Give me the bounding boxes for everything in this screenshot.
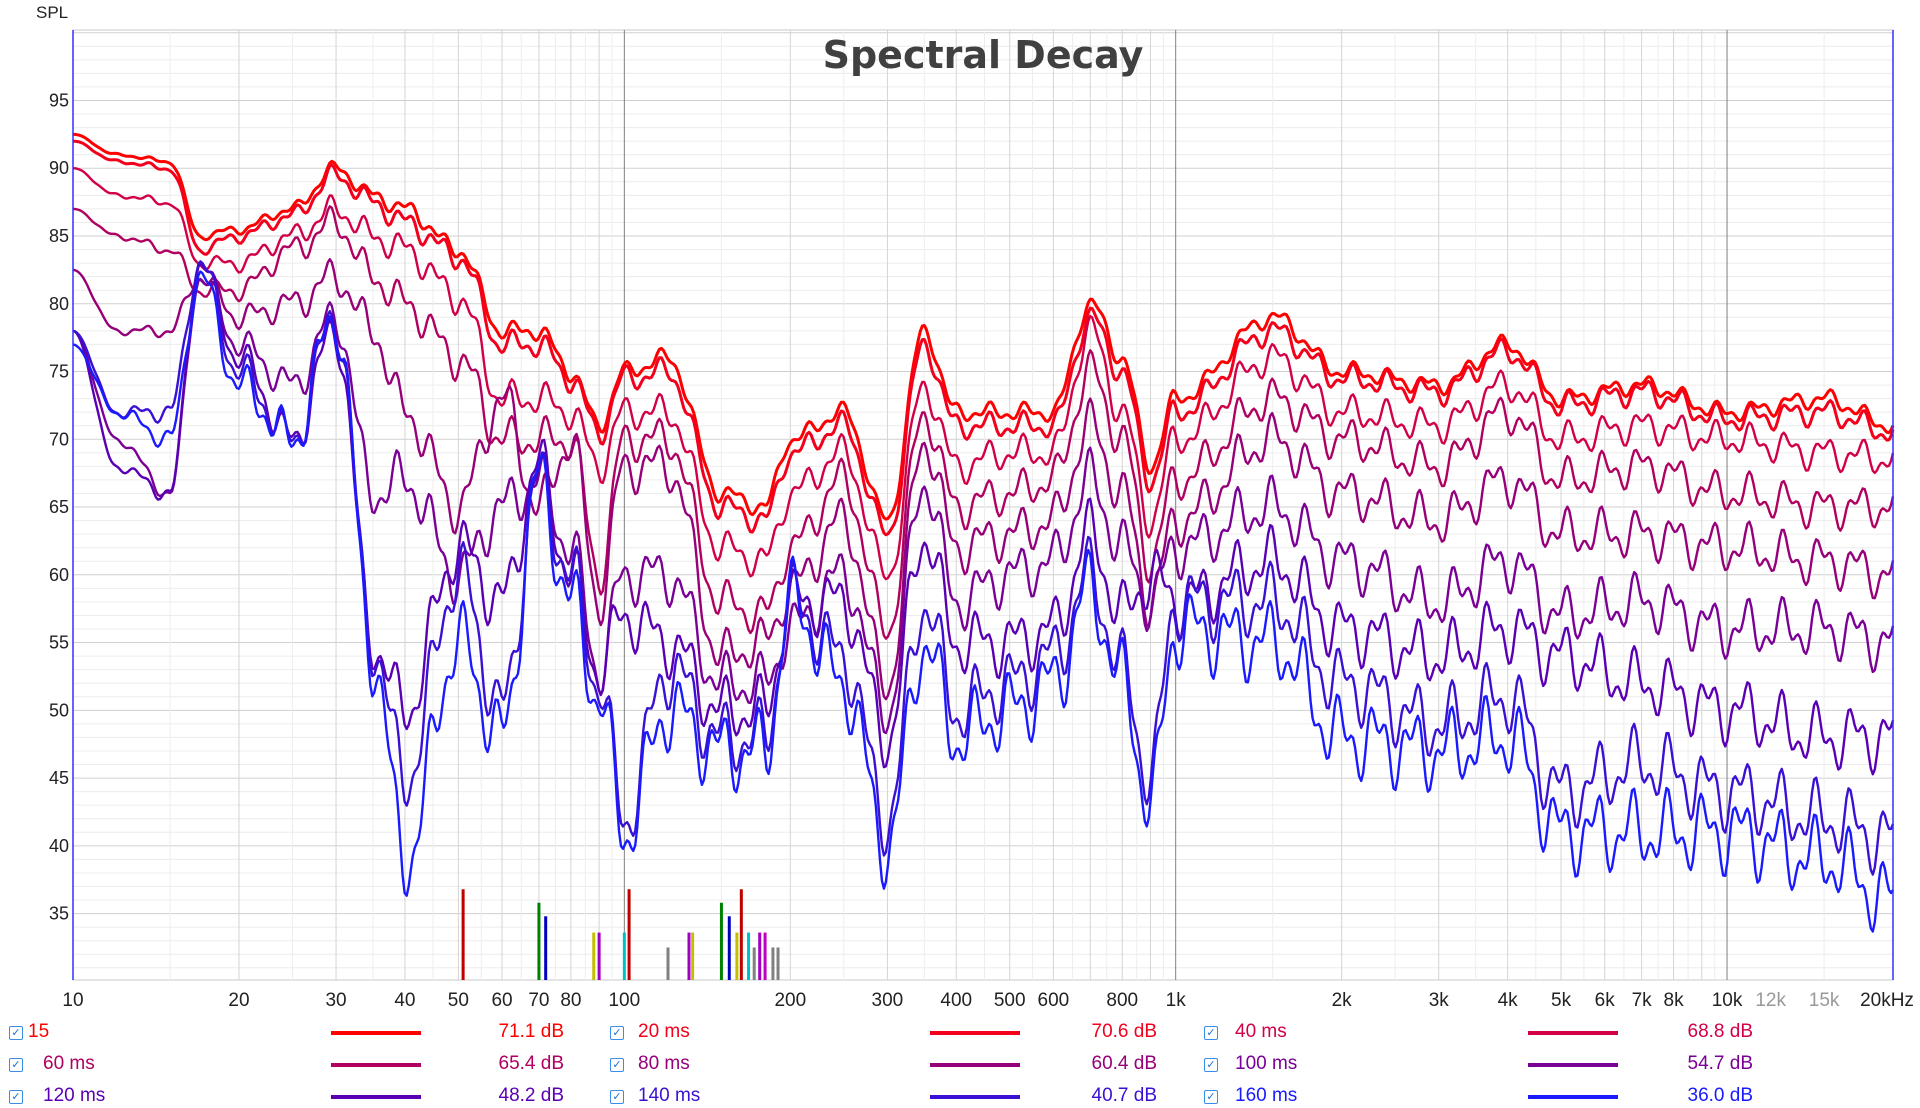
y-tick-label: 95 [49, 90, 69, 110]
legend-label: 80 ms [638, 1053, 690, 1074]
legend-value: 65.4 dB [498, 1053, 565, 1074]
x-tick-label: 12k [1755, 990, 1786, 1011]
legend-label: 20 ms [638, 1021, 690, 1042]
y-tick-label: 80 [49, 294, 69, 314]
checkbox-icon[interactable]: ✓ [9, 1090, 23, 1104]
curve-160-ms [72, 270, 1895, 933]
checkbox-icon[interactable]: ✓ [9, 1026, 23, 1040]
legend-value: 54.7 dB [1687, 1053, 1754, 1074]
x-tick-label: 70 [528, 990, 549, 1011]
y-tick-label: 90 [49, 158, 69, 178]
legend-value: 70.6 dB [1091, 1021, 1158, 1042]
legend-line-swatch [930, 1095, 1020, 1099]
y-tick-label: 70 [49, 429, 69, 449]
y-tick-label: 75 [49, 362, 69, 382]
x-tick-label: 400 [940, 990, 972, 1011]
x-tick-label: 20 [228, 990, 249, 1011]
y-tick-label: 40 [49, 836, 69, 856]
legend-label: 120 ms [43, 1085, 106, 1106]
curve-100-ms [72, 277, 1895, 735]
legend-value: 36.0 dB [1687, 1085, 1754, 1106]
x-tick-label: 10k [1712, 990, 1743, 1011]
x-tick-label: 1k [1166, 990, 1187, 1011]
x-tick-label: 7k [1632, 990, 1653, 1011]
x-tick-label: 40 [394, 990, 415, 1011]
legend-label: 140 ms [638, 1085, 701, 1106]
legend-value: 60.4 dB [1091, 1053, 1158, 1074]
x-tick-label: 300 [872, 990, 904, 1011]
y-tick-label: 60 [49, 565, 69, 585]
x-tick-label: 50 [448, 990, 469, 1011]
checkbox-icon[interactable]: ✓ [9, 1058, 23, 1072]
legend-line-swatch [930, 1031, 1020, 1035]
x-tick-label: 5k [1551, 990, 1572, 1011]
x-tick-label: 15k [1809, 990, 1840, 1011]
curve-40-ms [72, 167, 1895, 581]
legend-line-swatch [331, 1031, 421, 1035]
checkbox-icon[interactable]: ✓ [610, 1026, 624, 1040]
x-tick-label: 10 [62, 990, 83, 1011]
x-tick-label: 600 [1038, 990, 1070, 1011]
legend-line-swatch [331, 1095, 421, 1099]
legend-line-swatch [1528, 1031, 1618, 1035]
legend-label: 160 ms [1235, 1085, 1298, 1106]
x-tick-label: 6k [1595, 990, 1616, 1011]
chart-title: Spectral Decay [823, 33, 1144, 77]
legend-value: 71.1 dB [498, 1021, 565, 1042]
x-tick-label: 800 [1106, 990, 1138, 1011]
legend-line-swatch [1528, 1095, 1618, 1099]
x-tick-label: 2k [1332, 990, 1353, 1011]
y-tick-label: 50 [49, 700, 69, 720]
y-tick-label: 35 [49, 904, 69, 924]
x-tick-label: 500 [994, 990, 1026, 1011]
x-tick-label: 8k [1664, 990, 1685, 1011]
legend-line-swatch [331, 1063, 421, 1067]
curve-80-ms [72, 258, 1895, 701]
curve-120-ms [72, 262, 1895, 776]
x-tick-label: 80 [560, 990, 581, 1011]
legend-label: 60 ms [43, 1053, 95, 1074]
checkbox-icon[interactable]: ✓ [610, 1090, 624, 1104]
legend-value: 68.8 dB [1687, 1021, 1754, 1042]
y-axis-label: SPL [36, 3, 68, 22]
y-tick-label: 85 [49, 226, 69, 246]
y-tick-label: 45 [49, 768, 69, 788]
curve-60-ms [72, 205, 1895, 640]
x-tick-label: 30 [325, 990, 346, 1011]
x-tick-label: 20kHz [1860, 990, 1914, 1011]
legend-label: 40 ms [1235, 1021, 1287, 1042]
checkbox-icon[interactable]: ✓ [1204, 1026, 1218, 1040]
spectral-decay-chart: 35 40 45 50 55 60 65 70 75 80 85 90 95 10 20 30 40 50 60 70… [36, 3, 1914, 1011]
legend-label: 100 ms [1235, 1053, 1298, 1074]
x-tick-label: 200 [774, 990, 806, 1011]
checkbox-icon[interactable]: ✓ [610, 1058, 624, 1072]
checkbox-icon[interactable]: ✓ [1204, 1058, 1218, 1072]
curve-15 [73, 132, 1895, 521]
y-tick-label: 55 [49, 633, 69, 653]
curve-20-ms [72, 139, 1895, 537]
legend-value: 48.2 dB [498, 1085, 565, 1106]
x-tick-label: 4k [1498, 990, 1519, 1011]
checkbox-icon[interactable]: ✓ [1204, 1090, 1218, 1104]
x-tick-label: 60 [491, 990, 512, 1011]
curve-140-ms [72, 260, 1895, 876]
legend-label: 15 [28, 1021, 50, 1042]
x-tick-label: 3k [1429, 990, 1450, 1011]
legend-line-swatch [1528, 1063, 1618, 1067]
x-tick-label: 100 [608, 990, 640, 1011]
legend-value: 40.7 dB [1091, 1085, 1158, 1106]
legend-line-swatch [930, 1063, 1020, 1067]
y-tick-label: 65 [49, 497, 69, 517]
